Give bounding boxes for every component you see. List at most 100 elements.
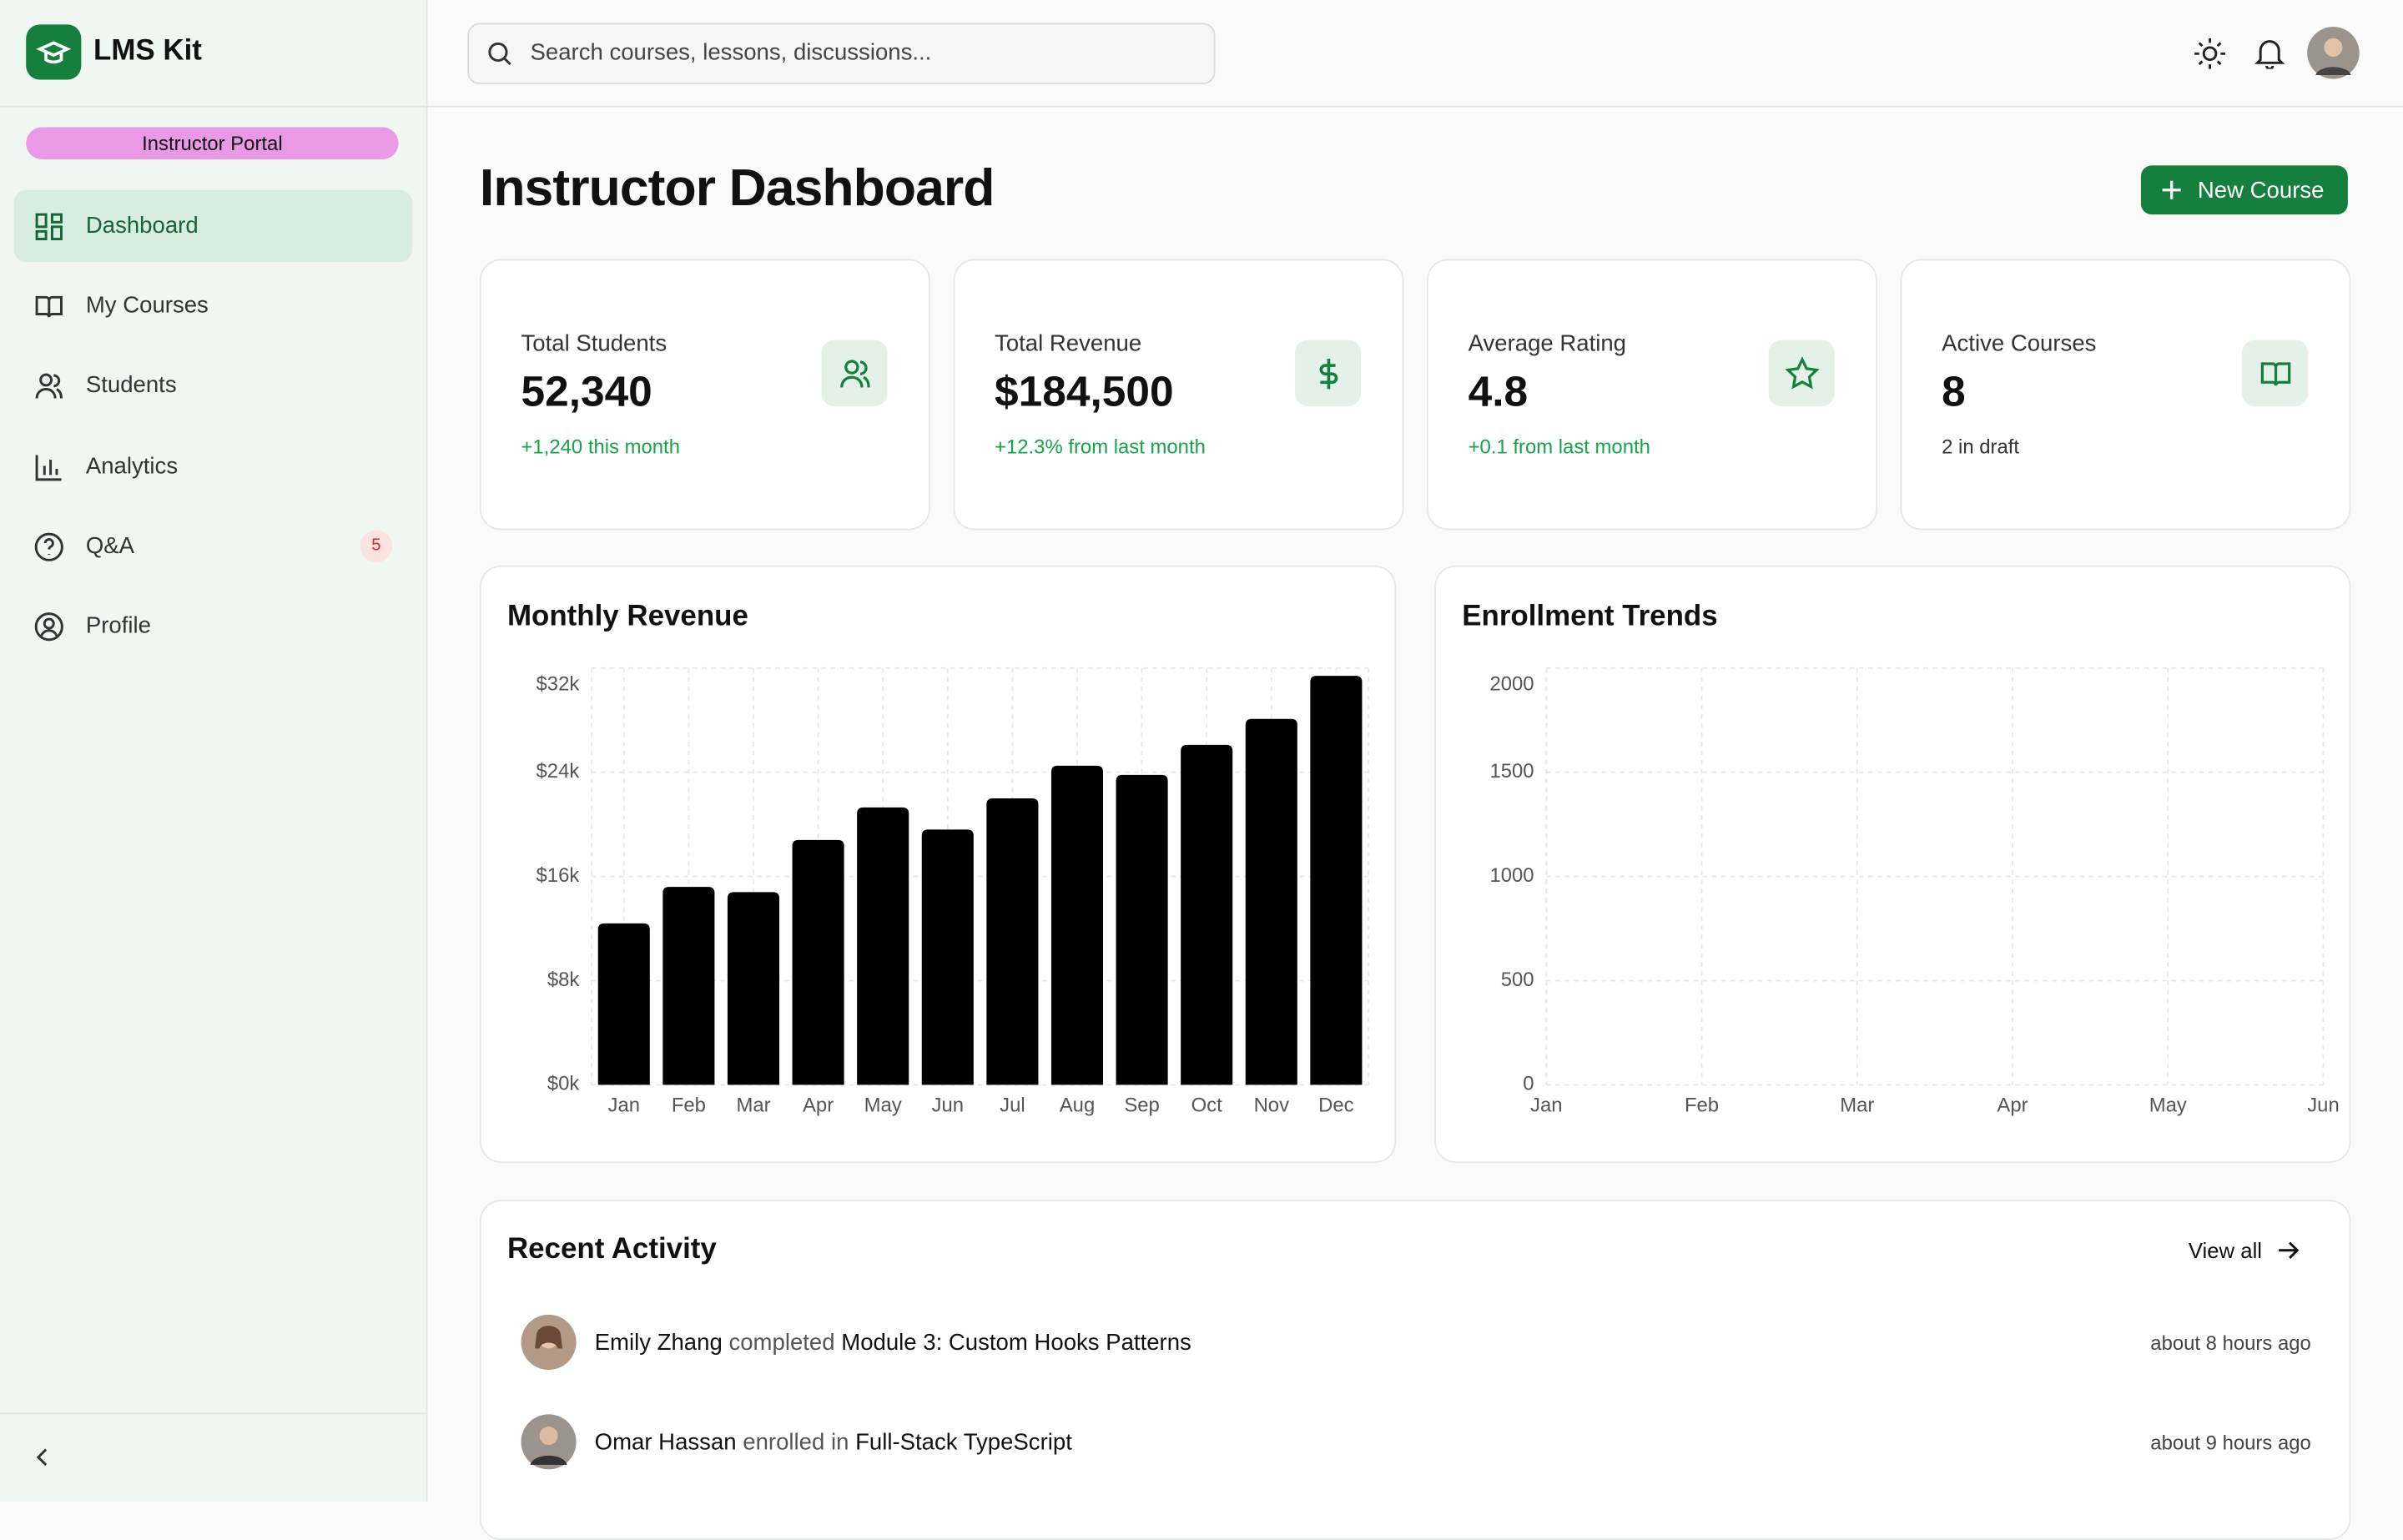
collapse-button[interactable] (31, 1445, 55, 1469)
notifications[interactable] (2253, 35, 2286, 69)
x-tick-label: Dec (1318, 1094, 1353, 1116)
stat-icon (2242, 340, 2309, 406)
bar (597, 923, 650, 1085)
activity-action: completed (728, 1329, 835, 1356)
x-tick-label: Jan (608, 1094, 640, 1116)
search-placeholder: Search courses, lessons, discussions... (530, 39, 932, 66)
activity-time: about 9 hours ago (2150, 1430, 2311, 1454)
bar (727, 892, 780, 1085)
stat-card: Total Students 52,340 +1,240 this month (479, 259, 930, 531)
nav-item[interactable]: My Courses (14, 269, 413, 341)
x-tick-label: May (2149, 1094, 2187, 1116)
stat-icon (821, 340, 888, 406)
chart: 0 500 1000 1500 2000 Jan Feb Mar Apr May Jun (1489, 667, 2340, 1116)
button-label: New Course (2197, 177, 2325, 204)
y-tick-label: 1000 (1489, 864, 1534, 887)
nav-item[interactable]: Students (14, 350, 413, 421)
activity-target: Full-Stack TypeScript (855, 1428, 1072, 1455)
bar (1050, 765, 1104, 1085)
x-tick-label: Mar (1840, 1094, 1874, 1116)
activity-card: Recent Activity View all Emily Zhang com… (479, 1200, 2351, 1540)
x-tick-label: May (864, 1094, 902, 1116)
activity-row: Emily Zhang completed Module 3: Custom H… (521, 1311, 2311, 1372)
nav-label: Analytics (85, 453, 179, 480)
y-tick-label: $0k (547, 1073, 580, 1095)
y-tick-label: $32k (537, 672, 580, 695)
topbar: Search courses, lessons, discussions... (427, 0, 2403, 108)
stat-icon (1768, 340, 1835, 406)
activity-target: Module 3: Custom Hooks Patterns (841, 1329, 1191, 1356)
nav-item[interactable]: Analytics (14, 430, 413, 502)
stat-card: Average Rating 4.8 +0.1 from last month (1427, 259, 1878, 531)
nav-label: Students (85, 372, 177, 399)
stat-value: 52,340 (521, 367, 652, 415)
x-tick-label: Jul (1000, 1094, 1025, 1116)
nav-item[interactable]: Profile (14, 590, 413, 662)
x-tick-label: Mar (736, 1094, 770, 1116)
stat-card: Total Revenue $184,500 +12.3% from last mo… (953, 259, 1404, 531)
x-tick-label: Jun (2307, 1094, 2339, 1116)
chart-card: Monthly Revenue $0k $8k $16k $24k $32k Jan Feb M… (479, 565, 1397, 1164)
activity-time: about 8 hours ago (2150, 1331, 2311, 1354)
x-tick-label: Aug (1060, 1094, 1095, 1116)
badge: 5 (360, 530, 393, 563)
nav-label: Profile (85, 612, 151, 639)
activity-user: Omar Hassan (594, 1428, 737, 1455)
y-tick-label: 2000 (1489, 672, 1534, 695)
y-tick-label: 0 (1523, 1073, 1534, 1095)
chart-title: Monthly Revenue (506, 601, 748, 633)
stat-label: Active Courses (1942, 330, 2097, 357)
bar (1181, 744, 1233, 1085)
bar (1245, 718, 1297, 1085)
x-tick-label: Jun (932, 1094, 964, 1116)
stat-note: +0.1 from last month (1468, 435, 1650, 459)
stat-note: +1,240 this month (521, 435, 680, 459)
stat-label: Total Revenue (995, 330, 1142, 357)
x-tick-label: Apr (1997, 1094, 2028, 1116)
stat-icon (1295, 340, 1362, 406)
stat-note: 2 in draft (1942, 435, 2020, 459)
nav-label: Q&A (85, 533, 135, 560)
stat-label: Average Rating (1468, 330, 1627, 357)
activity-title: Recent Activity (506, 1233, 717, 1266)
nav-item[interactable]: Dashboard (13, 189, 413, 263)
search-box[interactable]: Search courses, lessons, discussions... (467, 23, 1216, 85)
activity-user: Emily Zhang (594, 1329, 723, 1356)
nav-label: Dashboard (85, 213, 199, 239)
chart-title: Enrollment Trends (1462, 601, 1718, 633)
x-tick-label: Feb (672, 1094, 706, 1116)
stat-note: +12.3% from last month (995, 435, 1206, 459)
y-tick-label: $8k (547, 969, 580, 991)
activity-row: Omar Hassan enrolled in Full-Stack TypeS… (521, 1412, 2311, 1472)
portal-badge: Instructor Portal (26, 127, 399, 160)
x-tick-label: Apr (803, 1094, 834, 1116)
new-course-button[interactable]: New Course (2140, 165, 2348, 215)
user-avatar[interactable] (2306, 26, 2360, 79)
logo (26, 24, 82, 80)
stat-value: 8 (1942, 367, 1966, 415)
x-tick-label: Oct (1191, 1094, 1222, 1116)
link-label: View all (2188, 1238, 2263, 1263)
nav-item[interactable]: Q&A 5 (14, 511, 413, 582)
brand: LMS Kit (93, 35, 202, 68)
x-tick-label: Jan (1530, 1094, 1562, 1116)
stat-card: Active Courses 8 2 in draft (1900, 259, 2351, 531)
theme-toggle[interactable] (2193, 37, 2226, 70)
y-tick-label: 500 (1501, 969, 1534, 991)
activity-action: enrolled in (743, 1428, 849, 1455)
stat-value: 4.8 (1468, 367, 1529, 415)
view-all-link[interactable]: View all (2189, 1238, 2302, 1262)
stat-value: $184,500 (995, 367, 1174, 415)
bar (662, 887, 715, 1085)
x-tick-label: Sep (1124, 1094, 1159, 1116)
nav-label: My Courses (85, 292, 209, 320)
bar (986, 798, 1039, 1085)
y-tick-label: 1500 (1489, 760, 1534, 783)
bar (1116, 774, 1168, 1085)
bar (857, 807, 909, 1085)
bar (921, 829, 974, 1085)
stat-label: Total Students (521, 330, 668, 357)
chart: $0k $8k $16k $24k $32k Jan Feb Mar Apr May Jun Jul A… (537, 667, 1370, 1116)
page-title: Instructor Dashboard (479, 159, 995, 218)
x-tick-label: Feb (1685, 1094, 1719, 1116)
